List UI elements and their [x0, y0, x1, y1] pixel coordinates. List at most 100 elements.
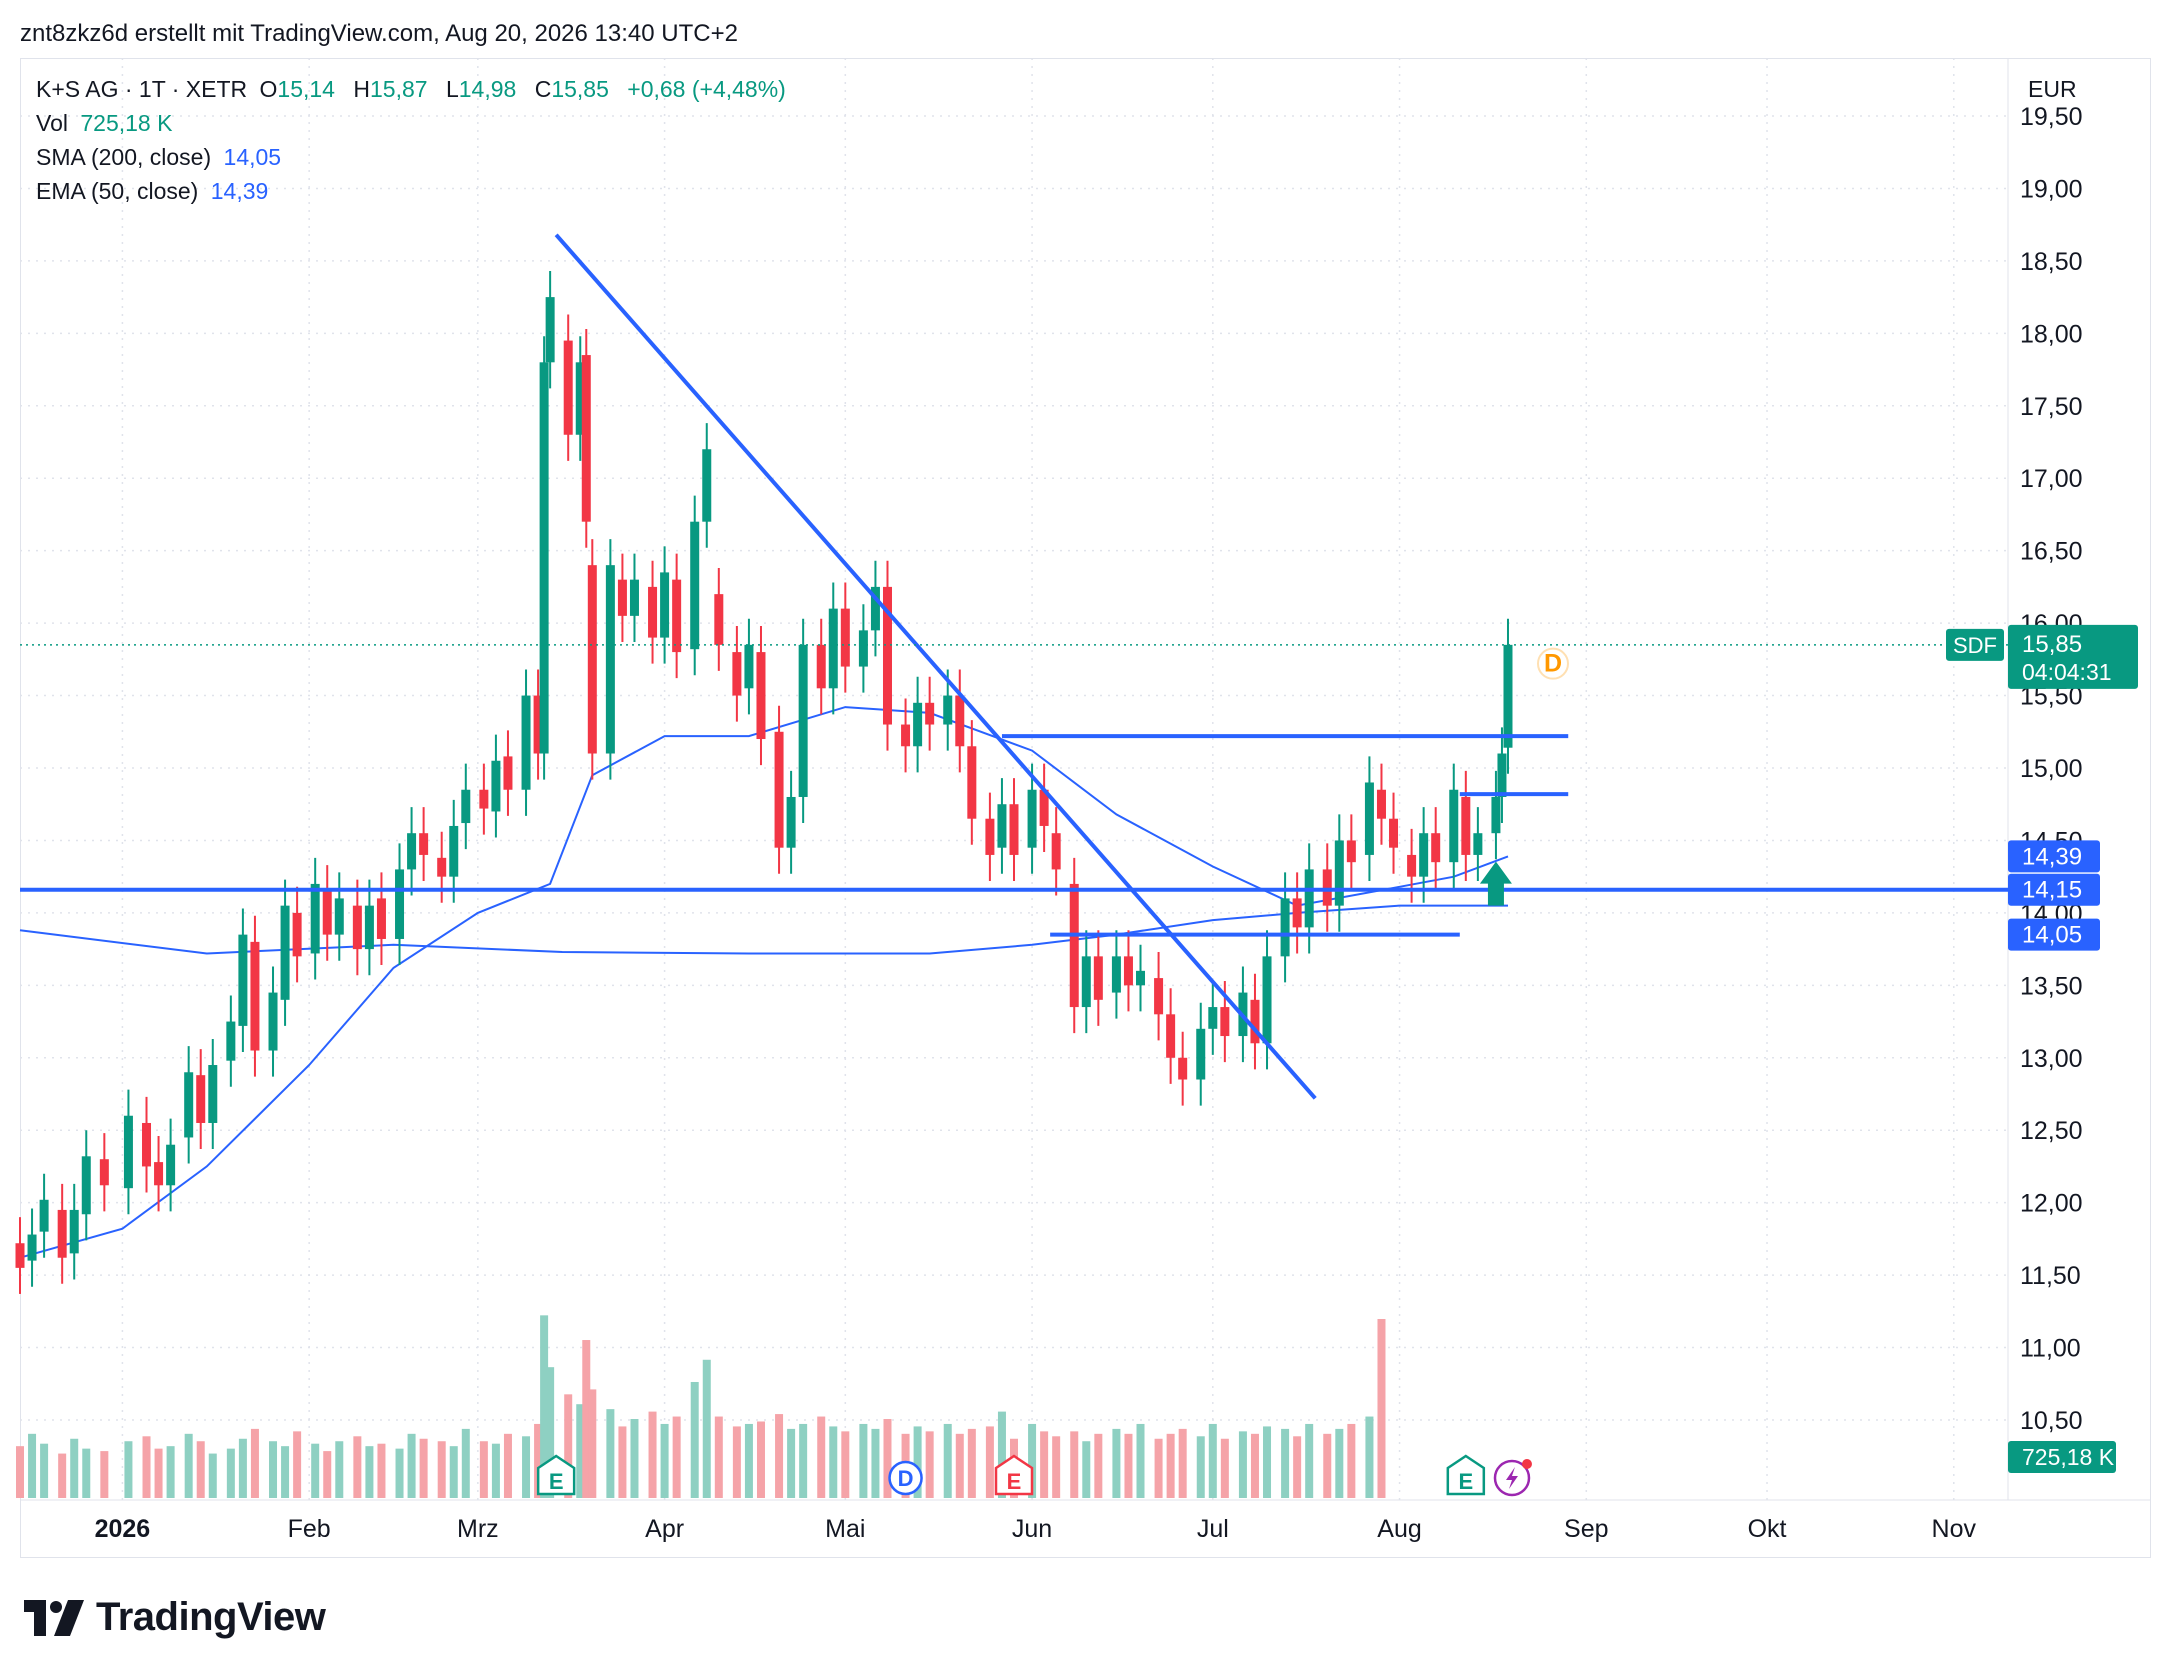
- volume-bar: [311, 1443, 320, 1498]
- sma-200-line[interactable]: [19, 904, 1508, 955]
- candle-body: [250, 941, 260, 1051]
- candle-body: [828, 608, 838, 689]
- candle-body: [798, 644, 808, 797]
- legend-open-label: O: [259, 76, 278, 102]
- last-price-text: 15,85: [2022, 631, 2082, 658]
- price-tick-label: 18,50: [2020, 248, 2083, 276]
- candle-body: [419, 833, 429, 855]
- dividend-event-icon[interactable]: [888, 1460, 923, 1496]
- volume-bar: [1112, 1428, 1121, 1498]
- volume-bar: [1305, 1423, 1314, 1498]
- volume-bar: [618, 1426, 627, 1498]
- price-tick-label: 15,00: [2020, 755, 2083, 783]
- candle-body: [1111, 956, 1121, 993]
- candle-body: [1334, 840, 1344, 906]
- candle-body: [744, 644, 754, 689]
- candle-body: [1461, 796, 1471, 855]
- legend-ema-label: EMA (50, close): [36, 178, 199, 204]
- candle-body: [858, 630, 868, 667]
- candle-body: [280, 905, 290, 1000]
- volume-bar: [377, 1443, 386, 1498]
- candle-body: [660, 572, 670, 638]
- volume-bar: [1166, 1433, 1175, 1498]
- earnings-event-icon[interactable]: [536, 1454, 576, 1496]
- trend-line-1[interactable]: [554, 233, 1317, 1100]
- price-tick-label: 10,50: [2020, 1407, 2083, 1435]
- volume-bar: [40, 1443, 49, 1498]
- volume-bar: [534, 1423, 543, 1498]
- time-axis[interactable]: 2026 Feb Mrz Apr Mai Jun Jul Aug Sep Okt Nov: [95, 1515, 1977, 1543]
- volume-bar: [1377, 1319, 1386, 1498]
- legend-close-label: C: [534, 76, 552, 102]
- price-tick-label: 13,50: [2020, 972, 2083, 1000]
- candle-body: [925, 702, 935, 725]
- candle-body: [1009, 804, 1019, 855]
- volume-bar: [775, 1414, 784, 1498]
- volume-bar: [1263, 1426, 1272, 1498]
- earnings-event-icon[interactable]: [1446, 1454, 1486, 1496]
- candle-body: [1292, 898, 1302, 928]
- volume-bar: [1094, 1433, 1103, 1498]
- chart-credit: znt8zkz6d erstellt mit TradingView.com, …: [20, 20, 738, 47]
- candle-body: [913, 702, 923, 747]
- volume-bar: [238, 1438, 247, 1498]
- volume-badge: [2008, 1441, 2116, 1473]
- candle-body: [208, 1065, 218, 1123]
- volume-bar: [353, 1436, 362, 1498]
- price-tick-label: 19,00: [2020, 175, 2083, 203]
- volume-bar: [576, 1404, 585, 1498]
- volume-bar: [967, 1428, 976, 1498]
- currency-label[interactable]: EUR: [2028, 76, 2077, 102]
- candle-body: [882, 586, 892, 725]
- tradingview-footer-logo: TradingView: [24, 1595, 326, 1640]
- candle-body: [1503, 644, 1513, 748]
- axis-value-badge-1: [2008, 840, 2100, 873]
- notification-dot: [1521, 1459, 1532, 1469]
- volume-bar: [1293, 1436, 1302, 1498]
- candle-body: [786, 796, 796, 848]
- legend-ema[interactable]: EMA (50, close) 14,39: [36, 178, 274, 205]
- volume-bar: [100, 1451, 109, 1498]
- volume-bar: [250, 1428, 259, 1498]
- candle-body: [334, 898, 344, 935]
- legend-sma[interactable]: SMA (200, close) 14,05: [36, 144, 287, 171]
- candle-body: [437, 857, 447, 877]
- candle-body: [1364, 782, 1374, 855]
- time-tick-label: Mrz: [457, 1515, 499, 1543]
- candle-body: [1473, 833, 1483, 855]
- volume-bar: [672, 1416, 681, 1498]
- candle-body: [1196, 1028, 1206, 1080]
- volume-bar: [70, 1438, 79, 1498]
- candle-body: [1250, 999, 1260, 1044]
- candle-body: [166, 1144, 176, 1186]
- candle-body: [617, 579, 627, 616]
- volume-bar: [1070, 1431, 1079, 1498]
- legend-low: 14,98: [458, 76, 517, 102]
- candle-body: [99, 1159, 109, 1186]
- candle-body: [1407, 854, 1417, 877]
- candle-body: [81, 1156, 91, 1215]
- legend-open: 15,14: [277, 76, 335, 102]
- volume-bar: [787, 1428, 796, 1498]
- candle-body: [840, 608, 850, 667]
- volume-bar: [293, 1431, 302, 1498]
- legend-volume[interactable]: Vol 725,18 K: [36, 110, 178, 137]
- candle-body: [1208, 1007, 1218, 1029]
- legend-change: +0,68 (+4,48%): [627, 76, 786, 102]
- volume-bar: [166, 1446, 175, 1498]
- candle-body: [154, 1162, 164, 1186]
- volume-bar: [985, 1426, 994, 1498]
- candle-body: [15, 1243, 25, 1268]
- price-tick-label: 19,50: [2020, 103, 2083, 131]
- candle-body: [1389, 818, 1399, 848]
- price-axis[interactable]: 10,5011,0011,5012,0012,5013,0013,5014,00…: [2020, 103, 2083, 1435]
- axis-value-text: 14,39: [2022, 843, 2082, 870]
- earnings-event-icon[interactable]: [994, 1454, 1034, 1496]
- price-tick-label: 12,00: [2020, 1190, 2083, 1218]
- chart-frame[interactable]: [20, 58, 2151, 1558]
- last-price-badge: [2008, 624, 2138, 689]
- volume-badge-text: 725,18 K: [2022, 1444, 2115, 1470]
- volume-bar: [1052, 1436, 1061, 1498]
